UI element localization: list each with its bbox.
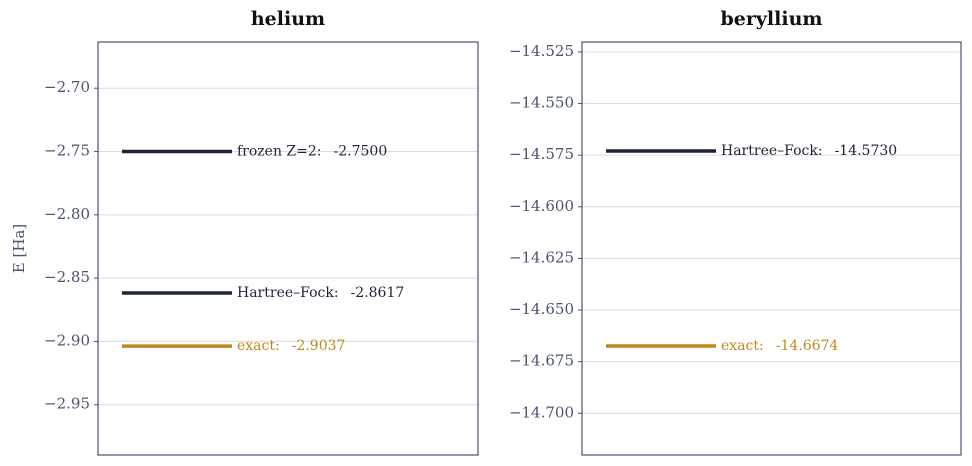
y-tick-label: −14.700 [509,403,574,421]
level-label: Hartree–Fock: -14.5730 [721,143,897,159]
level-name: exact: [721,338,764,354]
axes-frame [581,41,962,456]
level-name: Hartree–Fock: [721,143,823,159]
y-tick-label: −2.80 [44,205,90,223]
level-name: Hartree–Fock: [237,285,339,301]
y-tick-label: −2.70 [44,78,90,96]
y-tick-label: −14.600 [509,197,574,215]
chart-title: beryllium [721,8,823,30]
axes-frame [97,41,479,456]
level-name: frozen Z=2: [237,144,322,160]
y-tick-label: −2.90 [44,331,90,349]
chart-title: helium [251,8,325,30]
y-tick-label: −14.575 [509,145,574,163]
y-tick-label: −14.650 [509,300,574,318]
y-tick-label: −2.95 [44,395,90,413]
y-tick-label: −14.550 [509,94,574,112]
y-tick-label: −2.85 [44,268,90,286]
level-label: exact: -2.9037 [237,338,345,354]
level-label: exact: -14.6674 [721,338,838,354]
level-value: -14.5730 [835,143,898,159]
level-value: -2.7500 [334,144,388,160]
y-tick-label: −2.75 [44,142,90,160]
y-tick-label: −14.625 [509,248,574,266]
level-name: exact: [237,338,280,354]
level-label: Hartree–Fock: -2.8617 [237,285,404,301]
level-value: -2.9037 [292,338,346,354]
level-value: -14.6674 [776,338,839,354]
y-tick-label: −14.675 [509,352,574,370]
y-tick-label: −14.525 [509,42,574,60]
level-value: -2.8617 [351,285,405,301]
y-axis-label: E [Ha] [10,224,28,273]
level-label: frozen Z=2: -2.7500 [237,144,387,160]
